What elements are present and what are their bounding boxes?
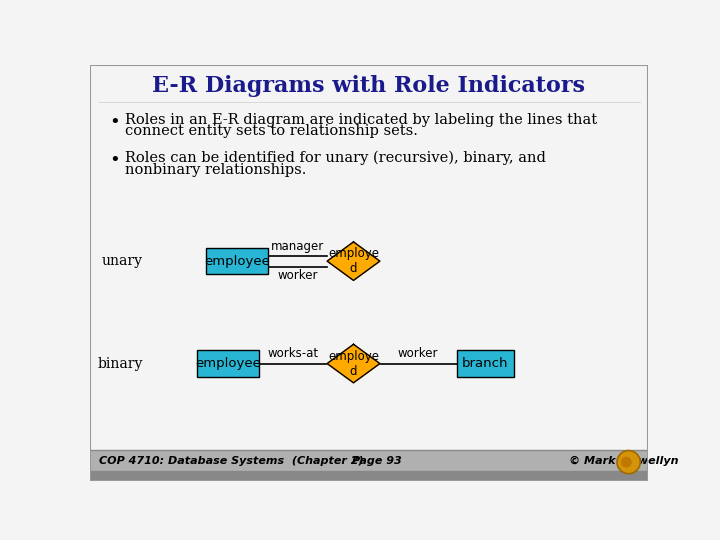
Text: employee: employee	[195, 357, 261, 370]
Text: unary: unary	[102, 254, 143, 268]
Text: © Mark Llewellyn: © Mark Llewellyn	[569, 456, 678, 465]
Text: connect entity sets to relationship sets.: connect entity sets to relationship sets…	[125, 124, 418, 138]
FancyBboxPatch shape	[206, 248, 269, 274]
Text: worker: worker	[398, 347, 438, 361]
Text: works-at: works-at	[268, 347, 319, 361]
Text: nonbinary relationships.: nonbinary relationships.	[125, 163, 306, 177]
Polygon shape	[327, 242, 380, 280]
Circle shape	[617, 450, 640, 474]
Text: Roles can be identified for unary (recursive), binary, and: Roles can be identified for unary (recur…	[125, 151, 546, 165]
FancyBboxPatch shape	[456, 350, 514, 377]
Text: Roles in an E-R diagram are indicated by labeling the lines that: Roles in an E-R diagram are indicated by…	[125, 112, 597, 126]
Text: COP 4710: Database Systems  (Chapter 2): COP 4710: Database Systems (Chapter 2)	[99, 456, 364, 465]
FancyBboxPatch shape	[90, 471, 648, 481]
Text: •: •	[109, 151, 120, 169]
FancyBboxPatch shape	[197, 350, 259, 377]
Text: •: •	[109, 112, 120, 131]
Text: manager: manager	[271, 240, 324, 253]
Text: employe
d: employe d	[328, 349, 379, 377]
Text: employee: employee	[204, 255, 270, 268]
Text: Page 93: Page 93	[352, 456, 402, 465]
Polygon shape	[327, 345, 380, 383]
Text: binary: binary	[97, 356, 143, 370]
FancyBboxPatch shape	[90, 450, 648, 471]
Text: employe
d: employe d	[328, 247, 379, 275]
Text: branch: branch	[462, 357, 508, 370]
Text: worker: worker	[277, 269, 318, 282]
Text: E-R Diagrams with Role Indicators: E-R Diagrams with Role Indicators	[153, 76, 585, 97]
Circle shape	[621, 457, 631, 468]
